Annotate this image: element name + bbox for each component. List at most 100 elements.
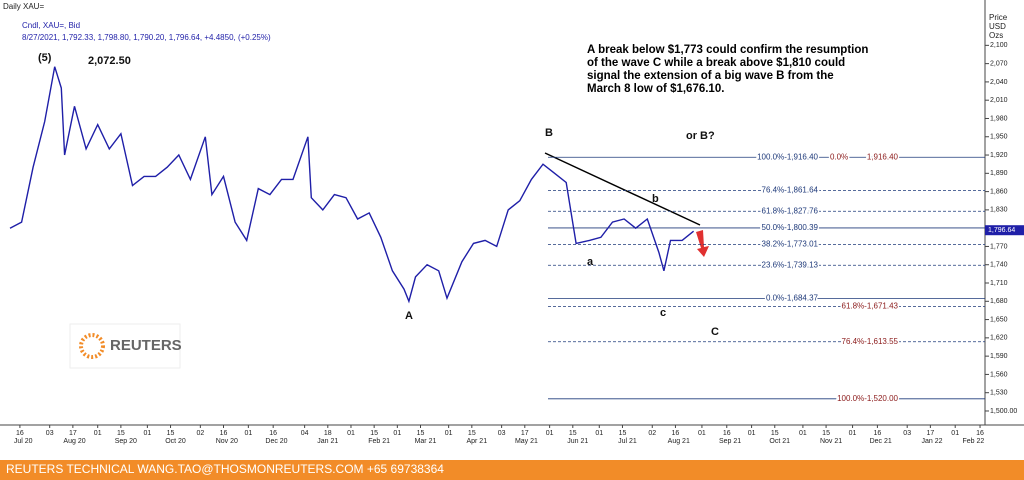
commentary-line: signal the extension of a big wave B fro…	[587, 70, 834, 82]
y-tick-label: 1,740	[990, 262, 1008, 269]
y-axis-label: USD	[989, 22, 1006, 31]
y-tick-label: 1,560	[990, 371, 1008, 378]
x-tick-label: 04	[301, 430, 309, 437]
fib-label: 100.0%-1,916.40	[757, 152, 818, 161]
fib-label: 50.0%-1,800.39	[762, 223, 819, 232]
fib-label: 38.2%-1,773.01	[762, 240, 819, 249]
commentary-line: of the wave C while a break above $1,810…	[587, 57, 845, 69]
wave-label: C	[711, 326, 719, 338]
x-tick-label: 16	[976, 430, 984, 437]
wave-label: A	[405, 310, 413, 322]
x-tick-label: 01	[393, 430, 401, 437]
x-tick-label: 16	[220, 430, 228, 437]
y-tick-label: 1,890	[990, 170, 1008, 177]
fib-label: 76.4%-1,613.55	[842, 337, 899, 346]
x-tick-label: 15	[417, 430, 425, 437]
fib-label: 61.8%-1,671.43	[842, 302, 899, 311]
y-tick-label: 1,650	[990, 316, 1008, 323]
wave-label: c	[660, 307, 666, 319]
x-month-label: Jun 21	[567, 438, 588, 445]
forecast-arrow	[696, 230, 709, 257]
y-tick-label: 1,620	[990, 335, 1008, 342]
x-month-label: Jan 21	[317, 438, 338, 445]
x-tick-label: 15	[468, 430, 476, 437]
x-tick-label: 01	[445, 430, 453, 437]
y-tick-label: 1,770	[990, 243, 1008, 250]
y-tick-label: 1,830	[990, 207, 1008, 214]
x-tick-label: 18	[324, 430, 332, 437]
x-tick-label: 16	[723, 430, 731, 437]
x-month-label: Jul 20	[14, 438, 33, 445]
x-tick-label: 01	[595, 430, 603, 437]
logo-text: REUTERS	[110, 337, 182, 354]
x-month-label: Feb 22	[963, 438, 985, 445]
x-tick-label: 01	[748, 430, 756, 437]
x-tick-label: 01	[546, 430, 554, 437]
x-tick-label: 15	[619, 430, 627, 437]
x-tick-label: 01	[799, 430, 807, 437]
x-tick-label: 16	[269, 430, 277, 437]
x-month-label: Dec 21	[870, 438, 892, 445]
x-month-label: Nov 21	[820, 438, 842, 445]
x-tick-label: 01	[951, 430, 959, 437]
x-tick-label: 15	[771, 430, 779, 437]
wave-label: (5)	[38, 52, 52, 64]
y-tick-label: 1,980	[990, 115, 1008, 122]
y-tick-label: 1,710	[990, 280, 1008, 287]
x-tick-label: 01	[244, 430, 252, 437]
x-tick-label: 15	[370, 430, 378, 437]
y-tick-label: 2,100	[990, 42, 1008, 49]
y-tick-label: 1,920	[990, 152, 1008, 159]
x-month-label: Oct 20	[165, 438, 186, 445]
x-month-label: Apr 21	[466, 438, 487, 445]
x-tick-label: 17	[69, 430, 77, 437]
wave-label: B	[545, 127, 553, 139]
subtitle: 8/27/2021, 1,792.33, 1,798.80, 1,790.20,…	[22, 33, 271, 42]
x-month-label: Sep 21	[719, 438, 741, 445]
trendline	[544, 152, 701, 226]
wave-label: or B?	[686, 130, 715, 142]
wave-label: a	[587, 256, 594, 268]
x-tick-label: 17	[521, 430, 529, 437]
y-tick-label: 1,860	[990, 188, 1008, 195]
fib-label: 23.6%-1,739.13	[762, 260, 819, 269]
wave-label: b	[652, 193, 659, 205]
y-tick-label: 2,040	[990, 79, 1008, 86]
x-tick-label: 16	[16, 430, 24, 437]
x-tick-label: 01	[849, 430, 857, 437]
logo-mark	[79, 333, 105, 359]
y-tick-label: 1,530	[990, 390, 1008, 397]
x-tick-label: 15	[822, 430, 830, 437]
x-tick-label: 03	[498, 430, 506, 437]
x-month-label: Jan 22	[922, 438, 943, 445]
x-tick-label: 15	[117, 430, 125, 437]
x-month-label: Aug 20	[63, 438, 85, 445]
x-tick-label: 15	[569, 430, 577, 437]
footer-bar	[0, 460, 1024, 480]
price-line	[9, 66, 695, 304]
x-tick-label: 03	[46, 430, 54, 437]
x-tick-label: 01	[698, 430, 706, 437]
x-month-label: Sep 20	[115, 438, 137, 445]
fib-label: 61.8%-1,827.76	[762, 206, 819, 215]
x-month-label: May 21	[515, 438, 538, 445]
x-month-label: Feb 21	[368, 438, 390, 445]
series-name: Cndl, XAU=, Bid	[22, 21, 80, 30]
x-tick-label: 02	[648, 430, 656, 437]
x-month-label: Jul 21	[618, 438, 637, 445]
logo: REUTERS	[69, 323, 182, 369]
y-axis-label: Price	[989, 13, 1008, 22]
y-axis-label: Ozs	[989, 31, 1003, 40]
footer-text: REUTERS TECHNICAL WANG.TAO@THOSMONREUTER…	[6, 462, 444, 476]
fib-label: 0.0%-1,684.37	[766, 294, 819, 303]
x-tick-label: 16	[874, 430, 882, 437]
extension-price: 1,916.40	[867, 152, 899, 161]
x-tick-label: 16	[672, 430, 680, 437]
fib-label: 76.4%-1,861.64	[762, 186, 819, 195]
x-tick-label: 01	[143, 430, 151, 437]
commentary-line: March 8 low of $1,676.10.	[587, 83, 724, 95]
x-tick-label: 17	[926, 430, 934, 437]
